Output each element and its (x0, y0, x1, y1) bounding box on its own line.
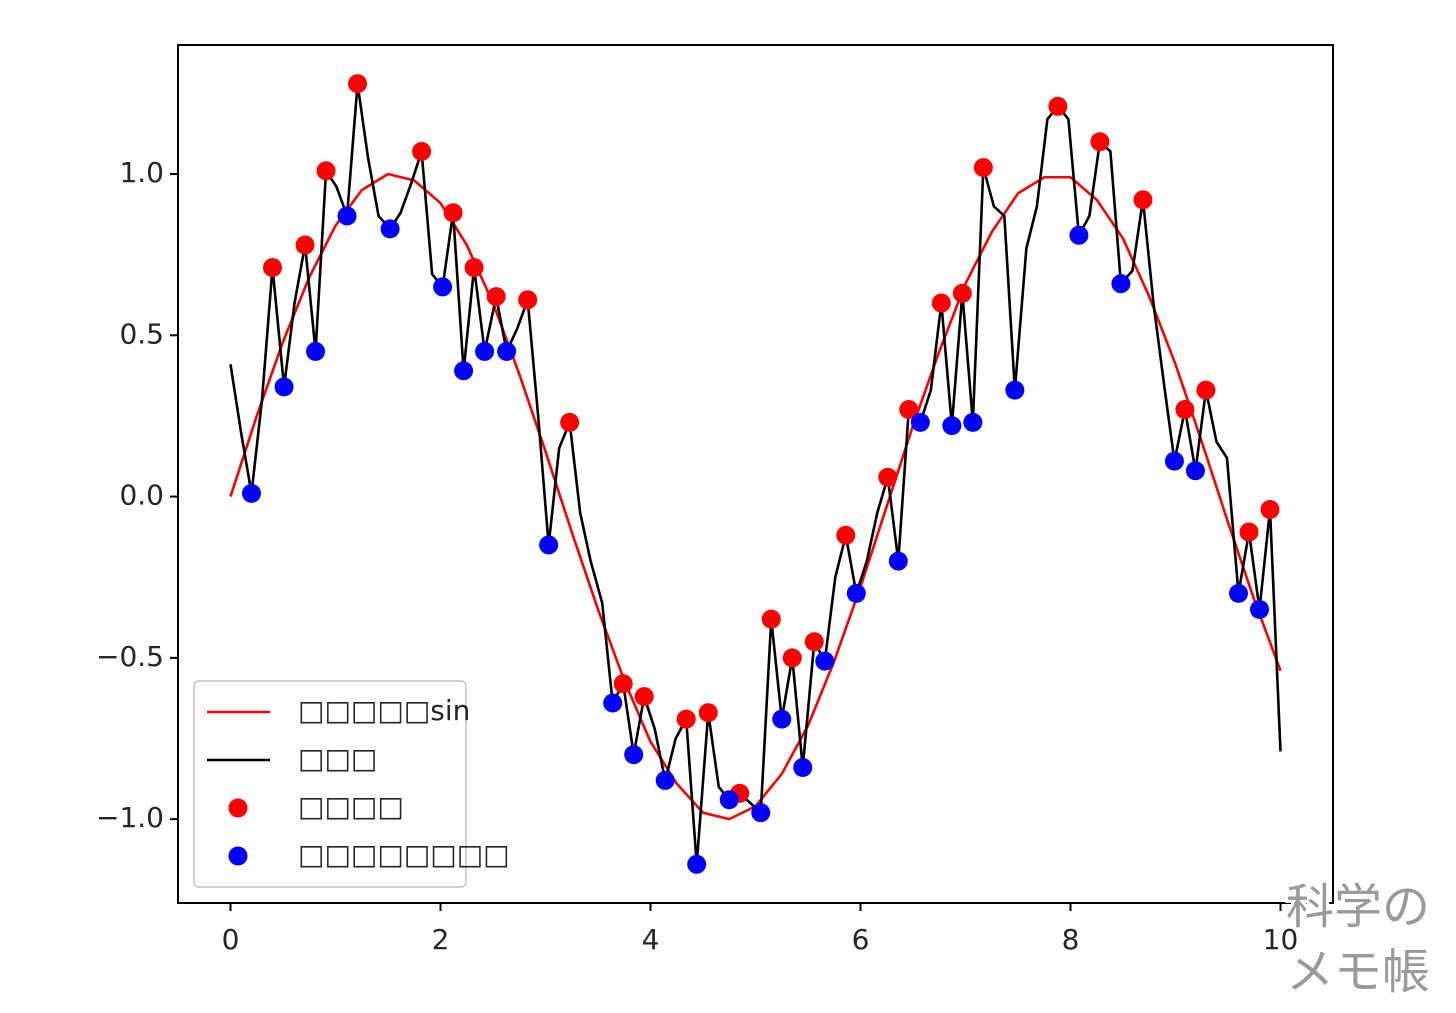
marker (295, 235, 315, 255)
marker (963, 412, 983, 432)
marker (624, 745, 644, 765)
marker (306, 341, 326, 361)
marker (486, 287, 506, 307)
marker (242, 483, 261, 503)
marker (1069, 225, 1089, 245)
marker (1164, 451, 1184, 471)
marker (942, 416, 962, 436)
marker (719, 790, 739, 810)
marker (846, 583, 866, 603)
axes-frame (177, 44, 1334, 904)
marker (1111, 274, 1131, 294)
y-tick-label: −0.5 (96, 640, 164, 673)
marker (888, 551, 908, 571)
legend-marker (228, 846, 248, 866)
marker (1185, 461, 1205, 481)
marker (931, 293, 951, 313)
marker (348, 74, 368, 94)
legend-label: □□□□ (298, 790, 404, 823)
legend-box (193, 680, 467, 888)
marker (464, 258, 484, 278)
marker (497, 341, 517, 361)
x-tick-label: 4 (642, 923, 660, 956)
marker (1133, 190, 1153, 210)
marker (1196, 380, 1216, 400)
watermark: メモ帳 (1286, 944, 1430, 1000)
marker (782, 648, 802, 668)
marker (1250, 599, 1269, 619)
marker (634, 687, 654, 707)
marker (751, 803, 771, 823)
marker (1005, 380, 1025, 400)
x-tick-label: 2 (432, 923, 450, 956)
x-tick-label: 0 (222, 923, 240, 956)
legend-marker (228, 798, 248, 818)
marker (804, 632, 824, 652)
marker (761, 609, 781, 629)
marker (337, 206, 357, 226)
marker (655, 770, 675, 790)
marker (1048, 96, 1068, 116)
marker (603, 693, 623, 713)
marker (263, 258, 282, 278)
x-tick-label: 8 (1062, 923, 1080, 956)
marker (560, 412, 580, 432)
marker (698, 703, 718, 723)
y-tick-label: 0.0 (119, 479, 164, 512)
legend-label: □□□ (298, 742, 377, 775)
watermark: 科学の (1286, 879, 1430, 935)
marker (613, 674, 633, 694)
marker (380, 219, 400, 239)
marker (454, 361, 474, 381)
marker (412, 141, 432, 161)
marker (1090, 132, 1110, 152)
marker (1239, 522, 1259, 542)
marker (793, 758, 813, 778)
marker (910, 412, 930, 432)
y-tick-label: 1.0 (119, 156, 164, 189)
marker (1260, 499, 1280, 519)
marker (772, 709, 792, 729)
marker (433, 277, 453, 297)
marker (815, 651, 835, 671)
legend-label: □□□□□□□□ (298, 838, 510, 871)
marker (836, 525, 856, 545)
marker (899, 399, 919, 419)
y-tick-label: −1.0 (96, 801, 164, 834)
legend-label: □□□□□sin (298, 694, 470, 727)
marker (518, 290, 538, 310)
marker (316, 161, 336, 181)
y-tick-label: 0.5 (119, 317, 164, 350)
marker (878, 467, 898, 487)
x-tick-label: 6 (852, 923, 870, 956)
legend: □□□□□sin□□□□□□□□□□□□□□□ (193, 680, 510, 888)
marker (952, 283, 972, 303)
marker (1175, 399, 1195, 419)
marker (539, 535, 559, 555)
marker (443, 203, 463, 223)
marker (1229, 583, 1248, 603)
marker (973, 158, 993, 178)
x-tick-label: 10 (1263, 923, 1299, 956)
marker (676, 709, 696, 729)
marker (274, 377, 294, 397)
plot (229, 74, 1282, 874)
marker (475, 341, 495, 361)
marker (687, 854, 707, 874)
